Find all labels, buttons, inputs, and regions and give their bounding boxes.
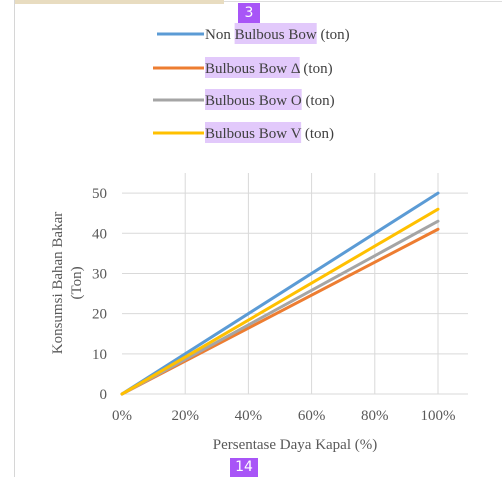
y-axis-title-line: (Ton) bbox=[69, 266, 85, 299]
legend: Non Bulbous Bow (ton)Bulbous Bow Δ (ton)… bbox=[153, 23, 350, 143]
legend-label-highlight: Bulbous Bow Δ bbox=[205, 61, 301, 77]
axes: 0 10 20 30 40 50 0% 20% 40% 60% 80% 100% Persentase … bbox=[50, 186, 468, 453]
legend-label: Bulbous Bow O (ton) bbox=[205, 93, 335, 109]
x-tick-label: 80% bbox=[361, 408, 389, 424]
series-lines bbox=[120, 191, 440, 396]
legend-highlight bbox=[205, 122, 302, 143]
legend-label: Bulbous Bow Δ (ton) bbox=[205, 61, 333, 77]
x-axis-title: Persentase Daya Kapal (%) bbox=[213, 437, 378, 453]
legend-label: Non Bulbous Bow (ton) bbox=[205, 27, 350, 43]
top-cropped-strip bbox=[14, 0, 224, 4]
series-line bbox=[120, 191, 440, 396]
series-line bbox=[120, 207, 440, 396]
x-tick-label: 0% bbox=[112, 408, 132, 424]
legend-label-highlight: Bulbous Bow O bbox=[205, 93, 302, 109]
y-axis-title: Konsumsi Bahan Bakar (Ton) bbox=[50, 212, 85, 354]
x-tick-label: 40% bbox=[235, 408, 263, 424]
series-line bbox=[120, 219, 440, 396]
x-tick-label: 100% bbox=[421, 408, 456, 424]
y-tick-label: 50 bbox=[92, 186, 107, 202]
legend-highlight bbox=[234, 23, 317, 44]
legend-label-suffix: (ton) bbox=[301, 126, 334, 142]
y-axis-title-line: Konsumsi Bahan Bakar bbox=[50, 212, 66, 354]
legend-highlight bbox=[205, 89, 302, 110]
y-tick-label: 30 bbox=[92, 266, 107, 282]
legend-highlight bbox=[205, 57, 300, 78]
legend-label-suffix: (ton) bbox=[302, 93, 335, 109]
legend-label-highlight: Bulbous Bow bbox=[235, 27, 317, 43]
marker-badge-bottom: 14 bbox=[230, 458, 258, 477]
legend-label-prefix: Non bbox=[205, 27, 235, 43]
y-tick-label: 0 bbox=[100, 387, 108, 403]
x-tick-label: 20% bbox=[171, 408, 199, 424]
x-tick-label: 60% bbox=[298, 408, 326, 424]
y-tick-label: 20 bbox=[92, 307, 107, 323]
y-tick-label: 40 bbox=[92, 226, 107, 242]
legend-label: Bulbous Bow V (ton) bbox=[205, 126, 334, 142]
legend-label-highlight: Bulbous Bow V bbox=[205, 126, 302, 142]
y-tick-label: 10 bbox=[92, 347, 107, 363]
top-divider bbox=[224, 1, 502, 2]
left-border bbox=[14, 0, 15, 477]
marker-badge-top: 3 bbox=[238, 3, 260, 23]
legend-label-suffix: (ton) bbox=[317, 27, 350, 43]
legend-label-suffix: (ton) bbox=[300, 61, 333, 77]
